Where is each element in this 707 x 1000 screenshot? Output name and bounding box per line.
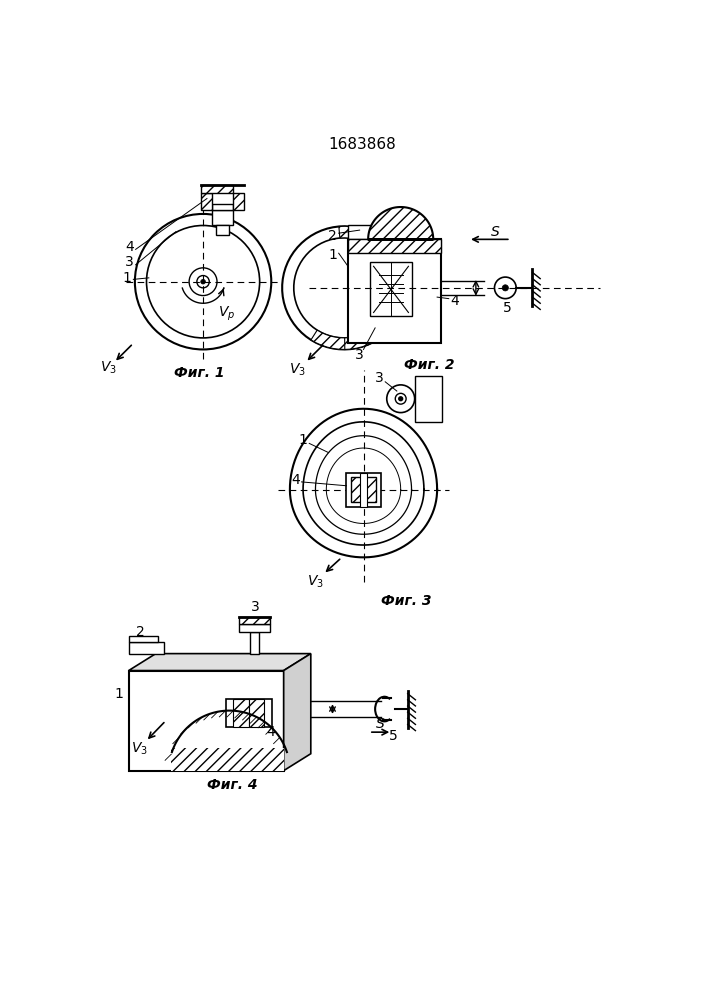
Bar <box>226 699 272 727</box>
Polygon shape <box>129 654 311 671</box>
Text: 1683868: 1683868 <box>328 137 396 152</box>
Bar <box>250 632 259 654</box>
Polygon shape <box>368 207 433 239</box>
Text: 4: 4 <box>450 294 460 308</box>
Text: 3: 3 <box>355 348 364 362</box>
Circle shape <box>201 279 206 284</box>
Text: 4: 4 <box>266 725 275 739</box>
Bar <box>351 477 376 502</box>
Text: 3: 3 <box>125 255 134 269</box>
Text: 5: 5 <box>503 301 512 315</box>
Bar <box>414 376 442 422</box>
Polygon shape <box>344 303 403 349</box>
Text: 1: 1 <box>328 248 337 262</box>
Text: 4: 4 <box>125 240 134 254</box>
Bar <box>348 239 441 343</box>
Text: $S$: $S$ <box>375 717 386 731</box>
Bar <box>233 193 244 210</box>
Text: 1: 1 <box>123 271 132 285</box>
Text: $V_p$: $V_p$ <box>218 305 235 323</box>
Text: 3: 3 <box>252 600 260 614</box>
Text: $V_3$: $V_3$ <box>307 574 324 590</box>
Bar <box>216 225 228 235</box>
Text: 2: 2 <box>136 625 145 639</box>
Bar <box>129 671 284 771</box>
Text: $V_3$: $V_3$ <box>100 360 117 376</box>
Text: $S$: $S$ <box>490 225 501 239</box>
Text: 5: 5 <box>390 729 398 743</box>
Text: 4: 4 <box>291 473 300 487</box>
Bar <box>211 204 233 210</box>
Bar <box>239 624 270 632</box>
Bar <box>239 617 270 624</box>
Bar <box>348 225 383 239</box>
Text: Фиг. 1: Фиг. 1 <box>174 366 224 380</box>
Bar <box>129 642 163 654</box>
Polygon shape <box>284 654 311 771</box>
Bar <box>201 193 211 210</box>
Polygon shape <box>311 303 403 349</box>
Bar <box>249 699 264 727</box>
Circle shape <box>399 397 403 401</box>
Bar <box>211 210 233 225</box>
Text: Фиг. 2: Фиг. 2 <box>404 358 455 372</box>
Text: 1: 1 <box>298 433 308 447</box>
Circle shape <box>502 285 508 291</box>
Bar <box>129 636 158 642</box>
Bar <box>370 262 412 316</box>
Text: $V_3$: $V_3$ <box>289 362 306 378</box>
Bar <box>233 699 249 727</box>
Polygon shape <box>339 226 403 272</box>
Text: $V_3$: $V_3$ <box>131 741 148 757</box>
Bar <box>346 473 380 507</box>
Text: Фиг. 3: Фиг. 3 <box>381 594 431 608</box>
Bar <box>360 473 368 507</box>
Bar <box>201 185 233 193</box>
Bar <box>171 748 284 771</box>
Text: 2: 2 <box>328 229 337 242</box>
Text: Фиг. 4: Фиг. 4 <box>206 778 257 792</box>
Bar <box>348 239 441 253</box>
Text: 1: 1 <box>115 687 124 701</box>
Text: 3: 3 <box>375 371 383 385</box>
